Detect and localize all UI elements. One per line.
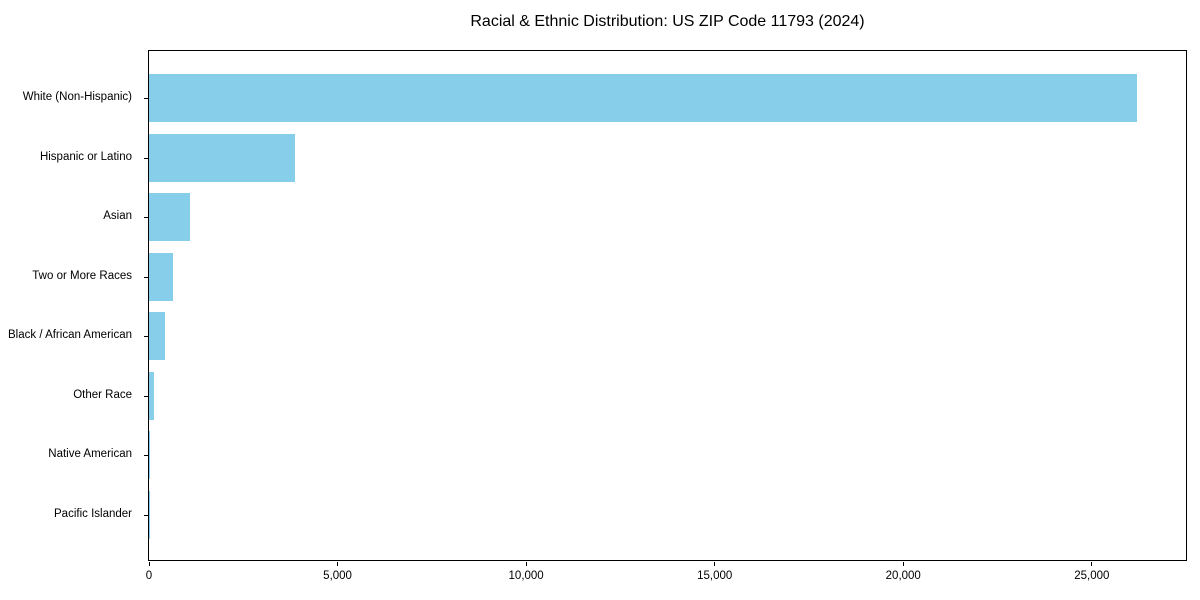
x-tick-mark	[714, 562, 716, 566]
chart-title: Racial & Ethnic Distribution: US ZIP Cod…	[470, 13, 865, 30]
y-tick-mark	[144, 395, 148, 397]
chart-bar	[149, 312, 165, 361]
x-tick-label: 0	[145, 570, 153, 582]
y-tick-label: Other Race	[73, 388, 132, 401]
chart-bar	[149, 74, 1138, 122]
y-tick-label: Black / African American	[8, 329, 132, 342]
x-tick-mark	[1091, 562, 1093, 566]
x-tick-mark	[337, 562, 339, 566]
y-tick-label: Hispanic or Latino	[39, 150, 132, 163]
y-tick-label: Native American	[48, 448, 132, 461]
x-tick-label: 15,000	[697, 570, 733, 582]
y-tick-mark	[144, 217, 148, 219]
y-tick-mark	[144, 455, 148, 457]
x-tick-mark	[148, 562, 150, 566]
x-tick-mark	[902, 562, 904, 566]
y-tick-mark	[144, 336, 148, 338]
x-tick-label: 20,000	[885, 570, 921, 582]
plot-area: 0 5,000 10,000 15,000 20,000 25,000	[144, 50, 1187, 582]
chart-bar	[149, 371, 154, 420]
y-tick-label: Pacific Islander	[54, 507, 132, 520]
y-tick-mark	[144, 157, 148, 159]
chart-bar	[149, 252, 174, 301]
y-tick-mark	[144, 276, 148, 278]
chart-bar	[149, 193, 190, 242]
y-tick-mark	[144, 98, 148, 99]
y-tick-mark	[144, 514, 148, 516]
x-tick-mark	[525, 562, 527, 566]
y-tick-label: White (Non-Hispanic)	[22, 91, 132, 103]
y-axis-labels: White (Non-Hispanic) Hispanic or Latino As…	[0, 50, 140, 561]
x-tick-label: 5,000	[323, 570, 352, 582]
x-tick-label: 25,000	[1074, 570, 1110, 582]
y-tick-label: Asian	[103, 210, 132, 223]
chart-bar	[149, 133, 295, 182]
x-tick-label: 10,000	[508, 570, 544, 582]
y-tick-label: Two or More Races	[32, 269, 132, 282]
chart-bar	[149, 431, 150, 480]
